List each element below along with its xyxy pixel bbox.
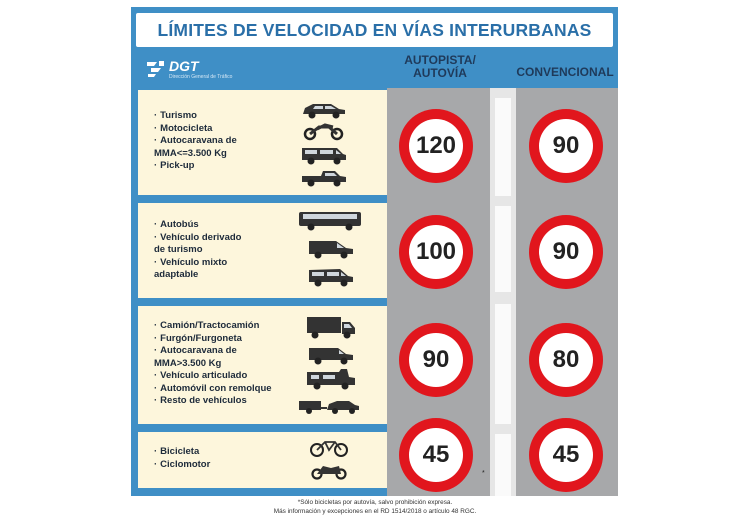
- vehicle-type-label: Furgón/Furgoneta: [154, 333, 272, 346]
- vehicle-type-label: Turismo: [154, 110, 237, 123]
- motorcycle-icon: [303, 123, 344, 141]
- road-median: [490, 88, 516, 496]
- column-header-convencional: CONVENCIONAL: [516, 65, 614, 79]
- moped-icon: [311, 466, 347, 480]
- truck-icon: [307, 317, 355, 339]
- vehicle-type-label: Motocicleta: [154, 123, 237, 136]
- pickup-icon: [302, 171, 346, 187]
- vehicle-type-label: Automóvil con remolque: [154, 383, 271, 396]
- bicycle-icon: [310, 441, 348, 457]
- title-bar: LÍMITES DE VELOCIDAD EN VÍAS INTERURBANA…: [136, 13, 613, 47]
- vehicle-type-label: MMA>3.500 Kg: [154, 357, 222, 369]
- dgt-logo: DGT Dirección General de Tráfico: [145, 55, 235, 83]
- vehicle-type-label: Autocaravana de: [154, 345, 272, 358]
- vehicle-type-label: de turismo: [154, 244, 203, 255]
- car-icon: [303, 104, 345, 119]
- vehicle-type-label: Ciclomotor: [154, 459, 210, 472]
- vehicle-list-3: Camión/TractocamiónFurgón/FurgonetaAutoc…: [154, 320, 272, 408]
- speed-sign-autopista-3: 90: [399, 323, 473, 397]
- speed-sign-convencional-2: 90: [529, 215, 603, 289]
- vehicle-list-1: TurismoMotocicletaAutocaravana deMMA<=3.…: [154, 110, 237, 173]
- speed-sign-autopista-1: 120: [399, 109, 473, 183]
- speed-sign-convencional-1: 90: [529, 109, 603, 183]
- vehicle-list-4: BicicletaCiclomotor: [154, 446, 210, 471]
- vehicle-type-label: Camión/Tractocamión: [154, 320, 272, 333]
- row-panel-3: Camión/TractocamiónFurgón/FurgonetaAutoc…: [138, 306, 387, 424]
- motorhome-icon: [307, 369, 355, 390]
- bus-icon: [299, 212, 361, 231]
- vehicle-type-label: adaptable: [154, 269, 199, 280]
- delivery-van-icon: [309, 348, 353, 365]
- vehicle-type-label: Resto de vehículos: [154, 395, 272, 408]
- minivan-icon: [309, 269, 353, 287]
- dgt-logo-icon: [147, 61, 164, 77]
- logo-subtitle: Dirección General de Tráfico: [169, 73, 233, 80]
- van-icon-2: [309, 241, 353, 259]
- vehicle-type-label: MMA<=3.500 Kg: [154, 147, 227, 159]
- vehicle-type-label: Autocaravana de: [154, 135, 237, 148]
- row-panel-4: BicicletaCiclomotor: [138, 432, 387, 488]
- speed-sign-convencional-4: 45: [529, 418, 603, 492]
- row-panel-1: TurismoMotocicletaAutocaravana deMMA<=3.…: [138, 90, 387, 195]
- vehicle-type-label: Bicicleta: [154, 446, 210, 459]
- speed-sign-autopista-4: 45: [399, 418, 473, 492]
- car-with-trailer-icon: [299, 401, 359, 414]
- asterisk-note-marker: *: [482, 470, 485, 477]
- vehicle-type-label: Autobús: [154, 219, 241, 232]
- footnote: *Sólo bicicletas por autovía, salvo proh…: [240, 498, 510, 516]
- vehicle-type-label: Vehículo articulado: [154, 370, 272, 383]
- speed-sign-autopista-2: 100: [399, 215, 473, 289]
- van-icon: [302, 148, 346, 165]
- column-header-autopista: AUTOPISTA/ AUTOVÍA: [404, 53, 476, 80]
- vehicle-type-label: Vehículo mixto: [154, 257, 241, 270]
- footnote-line-2: Más información y excepciones en el RD 1…: [273, 508, 477, 515]
- footnote-line-1: *Sólo bicicletas por autovía, salvo proh…: [297, 499, 453, 506]
- page-title: LÍMITES DE VELOCIDAD EN VÍAS INTERURBANA…: [157, 19, 592, 40]
- vehicle-type-label: Vehículo derivado: [154, 232, 241, 245]
- vehicle-type-label: Pick-up: [154, 160, 237, 173]
- speed-sign-convencional-3: 80: [529, 323, 603, 397]
- logo-name: DGT: [169, 57, 199, 74]
